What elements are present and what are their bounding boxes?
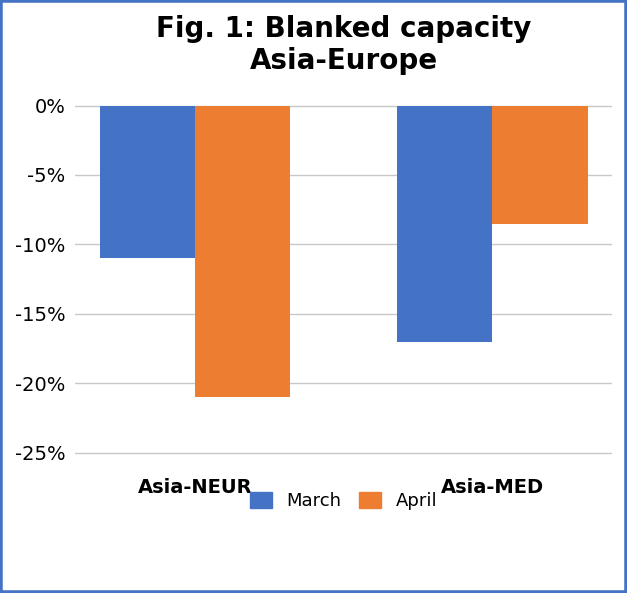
Title: Fig. 1: Blanked capacity
Asia-Europe: Fig. 1: Blanked capacity Asia-Europe xyxy=(156,15,531,75)
Legend: March, April: March, April xyxy=(243,485,445,518)
Bar xyxy=(195,106,290,397)
Bar xyxy=(492,106,587,224)
Bar xyxy=(398,106,492,342)
Bar xyxy=(100,106,195,258)
